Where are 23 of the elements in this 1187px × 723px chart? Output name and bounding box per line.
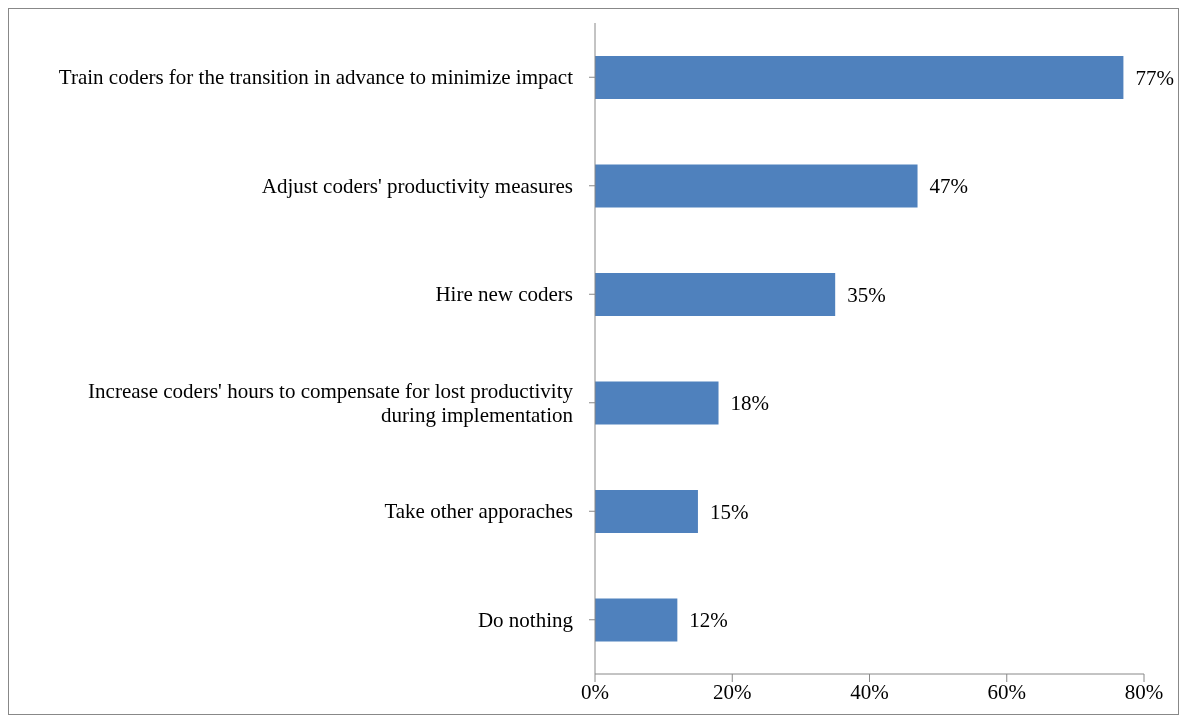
- bar: [595, 56, 1124, 99]
- y-tick-label: Train coders for the transition in advance to minimize impact: [58, 65, 574, 90]
- data-label: 15%: [709, 499, 749, 524]
- x-tick-label: 0%: [581, 679, 609, 704]
- bar: [595, 164, 918, 208]
- x-tick-label: 80%: [1124, 679, 1164, 704]
- x-tick-label: 40%: [850, 679, 889, 704]
- x-tick-label: 20%: [713, 679, 752, 704]
- data-label: 77%: [1135, 65, 1174, 90]
- data-label: 47%: [929, 174, 969, 199]
- bar: [595, 598, 678, 642]
- bar: [595, 381, 719, 425]
- y-tick-label: Adjust coders' productivity measures: [261, 173, 573, 198]
- x-tick-label: 60%: [987, 679, 1026, 704]
- y-tick-label: Take other apporaches: [384, 499, 573, 524]
- y-tick-label: Do nothing: [477, 607, 574, 632]
- y-tick-label: Increase coders' hours to compensate for lost productivity during implementation: [88, 378, 574, 427]
- bar: [595, 273, 836, 316]
- data-label: 18%: [730, 391, 770, 416]
- bar: [595, 490, 698, 533]
- data-label: 12%: [689, 608, 728, 633]
- data-label: 35%: [847, 282, 886, 307]
- y-tick-label: Hire new coders: [435, 282, 573, 307]
